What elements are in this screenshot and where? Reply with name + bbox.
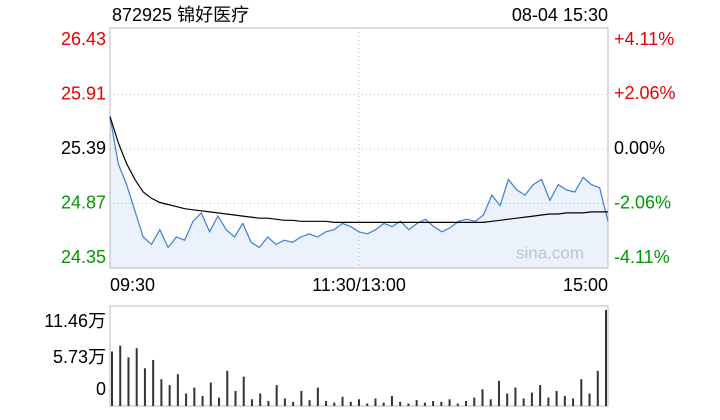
y-tick-label: 24.87 [61,192,106,212]
volume-bar [539,385,542,406]
y-tick-label: 25.39 [61,138,106,158]
volume-bar [605,310,607,406]
volume-bar [349,401,352,406]
volume-tick-label: 0 [96,379,106,399]
volume-bar [250,399,253,406]
volume-bar [201,395,204,406]
volume-bar [267,400,270,406]
volume-bar [473,397,476,406]
average-line [109,116,608,223]
volume-bar [440,401,443,406]
volume-bar [283,398,286,406]
y-tick-label: 24.35 [61,247,106,267]
volume-bar [358,399,360,406]
volume-bar [588,393,591,406]
volume-bar [530,392,533,406]
volume-bar [160,379,163,406]
volume-bar [481,389,484,406]
volume-bar [168,385,171,406]
y2-tick-label: 0.00% [614,138,665,158]
x-tick-label: 09:30 [110,275,155,295]
volume-bar [407,403,410,406]
y2-tick-label: -2.06% [614,192,671,212]
y-tick-label: 25.91 [61,83,106,103]
volume-bar [300,390,303,406]
x-tick-label: 11:30/13:00 [312,275,406,295]
volume-bar [234,390,237,406]
volume-bar [152,359,155,406]
volume-bar [596,370,599,406]
watermark: sina.com [516,243,584,262]
volume-bar [390,395,393,406]
volume-bar [275,385,278,406]
volume-tick-label: 11.46万 [44,311,106,331]
volume-bar [259,393,262,406]
volume-bar [489,399,492,406]
volume-bar [209,382,212,406]
volume-bar [465,400,468,406]
volume-bar [522,398,525,406]
volume-bar [333,402,336,406]
y2-tick-label: -4.11% [614,247,670,267]
volume-bar [547,397,550,406]
volume-bar [218,397,221,406]
y-tick-label: 26.43 [61,29,106,49]
volume-bar [127,357,130,406]
volume-frame [109,305,609,407]
volume-bar [316,387,319,406]
volume-bar [135,348,138,406]
volume-bar [415,400,418,406]
y2-tick-label: +4.11% [614,29,674,49]
volume-bar [580,379,583,406]
y2-tick-label: +2.06% [614,83,676,103]
chart-title: 872925 锦好医疗 [112,5,249,25]
price-line [109,116,609,249]
volume-bar [242,376,245,406]
volume-bar [448,399,451,406]
volume-bar [514,387,517,406]
volume-bar [119,345,122,406]
volume-bar [193,387,196,406]
volume-bar [432,400,435,406]
volume-bar [563,395,566,406]
volume-bar [185,393,188,406]
volume-bar [374,398,377,406]
volume-bar [572,398,575,406]
volume-bar [176,374,179,406]
volume-bar [382,402,385,406]
volume-bar [555,390,558,406]
volume-bar [325,400,328,406]
volume-bar [506,393,509,406]
volume-bar [143,368,146,406]
volume-bar [423,402,426,406]
volume-bar [341,396,344,406]
x-tick-label: 15:00 [563,275,608,295]
volume-tick-label: 5.73万 [53,347,106,367]
timestamp: 08-04 15:30 [512,5,608,25]
volume-bar [111,351,113,406]
volume-bar [292,401,295,406]
volume-bar [308,400,311,406]
volume-bar [399,401,402,406]
volume-bar [366,403,369,406]
price-area [110,116,608,268]
volume-bar [456,403,459,406]
volume-bar [226,370,229,406]
volume-bar [497,380,500,406]
